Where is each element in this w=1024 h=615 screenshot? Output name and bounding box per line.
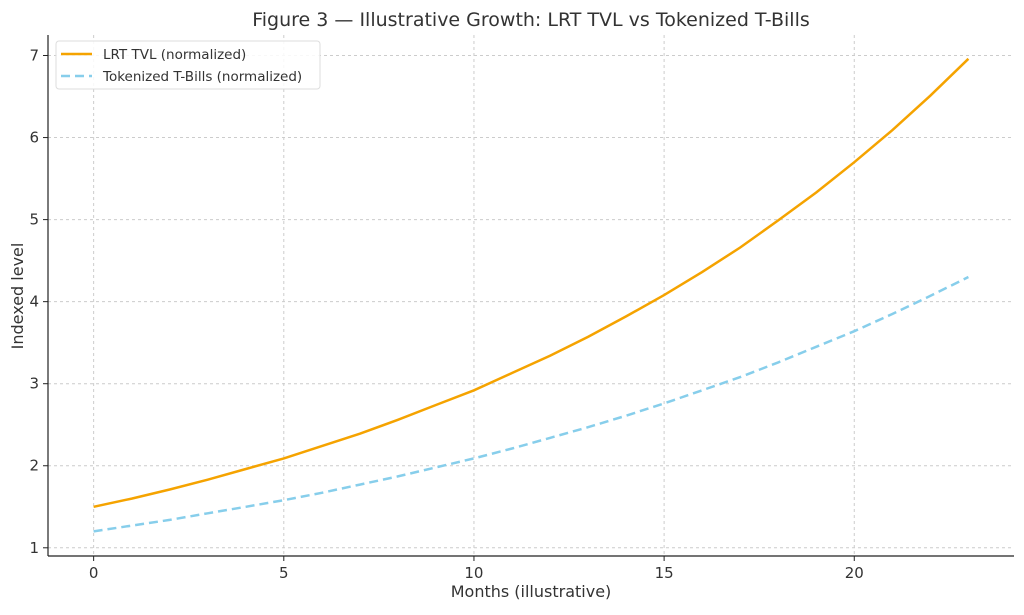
x-tick-label: 10 xyxy=(464,564,483,582)
x-tick-label: 20 xyxy=(845,564,864,582)
legend-box xyxy=(55,40,321,90)
y-axis-label: Indexed level xyxy=(8,243,27,350)
y-tick-label: 4 xyxy=(29,293,39,311)
legend-label-tbills: Tokenized T-Bills (normalized) xyxy=(102,69,302,85)
x-tick-label: 15 xyxy=(655,564,674,582)
series-line-1 xyxy=(93,275,969,533)
legend-label-lrt: LRT TVL (normalized) xyxy=(103,47,246,63)
y-tick-label: 2 xyxy=(29,457,39,475)
y-tick-label: 1 xyxy=(29,539,39,557)
x-tick-label: 5 xyxy=(279,564,289,582)
legend: LRT TVL (normalized) Tokenized T-Bills (… xyxy=(55,40,321,90)
y-tick-label: 7 xyxy=(29,47,39,65)
x-tick-label: 0 xyxy=(89,564,99,582)
chart-title: Figure 3 — Illustrative Growth: LRT TVL … xyxy=(252,9,810,31)
series-group xyxy=(93,57,970,533)
ticks: 0 5 10 15 20 1 2 3 4 5 6 7 xyxy=(29,47,863,582)
y-tick-label: 6 xyxy=(29,129,39,147)
grid xyxy=(48,35,1014,556)
x-axis-label: Months (illustrative) xyxy=(451,582,612,601)
series-line-0 xyxy=(93,57,970,509)
y-tick-label: 3 xyxy=(29,375,39,393)
y-tick-label: 5 xyxy=(29,211,39,229)
